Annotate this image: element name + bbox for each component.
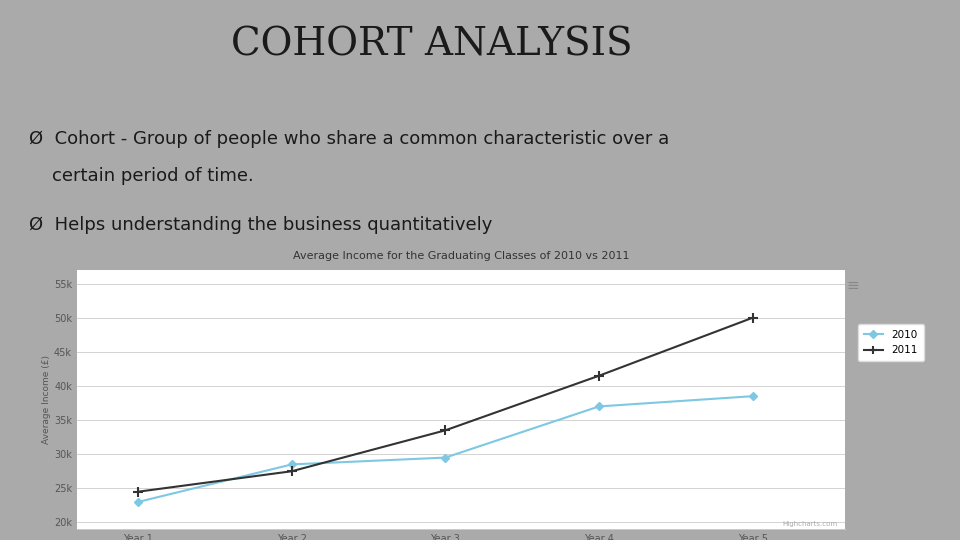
2010	[440, 454, 451, 461]
Title: Average Income for the Graduating Classes of 2010 vs 2011: Average Income for the Graduating Classe…	[293, 251, 629, 261]
2011	[593, 373, 605, 379]
Text: Ø  Cohort - Group of people who share a common characteristic over a: Ø Cohort - Group of people who share a c…	[29, 130, 669, 147]
2011	[747, 314, 758, 321]
2010	[132, 498, 144, 505]
Text: ≡: ≡	[846, 278, 859, 293]
Line: 2011: 2011	[133, 313, 757, 497]
2011	[440, 427, 451, 434]
Text: Highcharts.com: Highcharts.com	[782, 521, 837, 526]
Text: certain period of time.: certain period of time.	[29, 167, 253, 185]
2010	[747, 393, 758, 400]
2010	[286, 461, 298, 468]
Line: 2010: 2010	[135, 394, 756, 505]
Text: Ø  Helps understanding the business quantitatively: Ø Helps understanding the business quant…	[29, 216, 492, 234]
2011	[286, 468, 298, 475]
Y-axis label: Average Income (£): Average Income (£)	[42, 355, 51, 444]
2010	[593, 403, 605, 410]
Legend: 2010, 2011: 2010, 2011	[857, 323, 924, 361]
Text: COHORT ANALYSIS: COHORT ANALYSIS	[231, 27, 633, 64]
2011	[132, 489, 144, 495]
